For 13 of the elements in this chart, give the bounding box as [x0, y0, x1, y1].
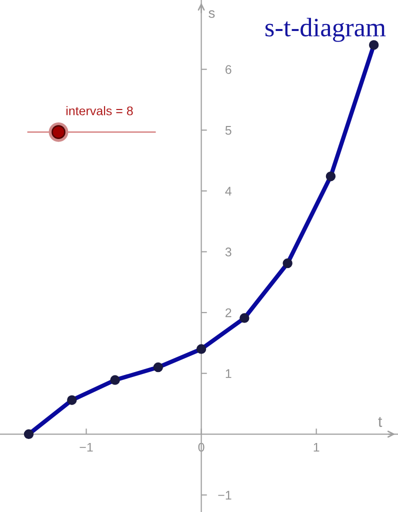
y-tick-label: 1 — [226, 369, 232, 378]
y-tick-label: 4 — [225, 186, 232, 196]
x-axis-title: t — [378, 416, 382, 427]
y-tick-label: 5 — [225, 126, 232, 135]
text: s-t-diagram — [266, 18, 386, 42]
y-tick-label: 3 — [225, 248, 232, 256]
y-tick-label: 2 — [226, 308, 232, 318]
y-axis-title: s — [208, 10, 215, 18]
annotation: intervals = 8 — [66, 106, 133, 116]
x-tick-label: −1 — [80, 442, 93, 452]
y-tick-label: 6 — [226, 65, 232, 74]
y-tick-label: −1 — [218, 490, 232, 500]
x-tick-label: 1 — [314, 442, 320, 452]
